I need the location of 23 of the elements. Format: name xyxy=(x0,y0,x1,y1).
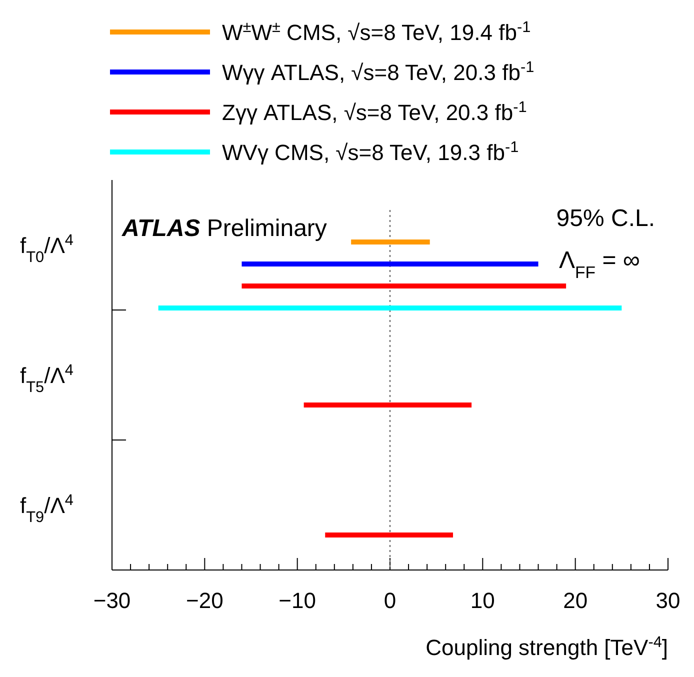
y-tick-label: f$_{T9}$/Λ$^{4}$ xyxy=(20,492,74,526)
x-axis-title: Coupling strength [TeV$^{-4}$] xyxy=(426,634,668,660)
legend-label: Zγγ ATLAS, √s=8 TeV, 20.3 fb$^{-1}$ xyxy=(222,98,527,125)
y-tick-label: f$_{T5}$/Λ$^{4}$ xyxy=(20,362,74,396)
x-tick-label: 0 xyxy=(384,588,396,614)
bar xyxy=(325,532,454,538)
x-tick-label: −20 xyxy=(186,588,224,614)
x-tick-label: 30 xyxy=(656,588,680,614)
x-tick-label: 20 xyxy=(563,588,588,614)
bar xyxy=(242,284,566,288)
annotation: ATLAS Preliminary xyxy=(121,215,327,242)
x-tick-label: −10 xyxy=(278,588,316,614)
legend-label: WVγ CMS, √s=8 TeV, 19.3 fb$^{-1}$ xyxy=(222,138,519,165)
bar xyxy=(242,262,538,266)
annotation: 95% C.L. xyxy=(556,205,655,232)
bar xyxy=(351,240,430,244)
x-tick-label: −30 xyxy=(93,588,131,614)
x-tick-label: 10 xyxy=(470,588,495,614)
legend-label: W$^{±}$W$^{±}$ CMS, √s=8 TeV, 19.4 fb$^{-1}$ xyxy=(222,18,531,45)
legend-label: Wγγ ATLAS, √s=8 TeV, 20.3 fb$^{-1}$ xyxy=(222,58,534,85)
annotation: Λ$_{FF}$ = ∞ xyxy=(558,247,640,282)
bar xyxy=(158,306,622,310)
y-tick-label: f$_{T0}$/Λ$^{4}$ xyxy=(20,232,74,266)
